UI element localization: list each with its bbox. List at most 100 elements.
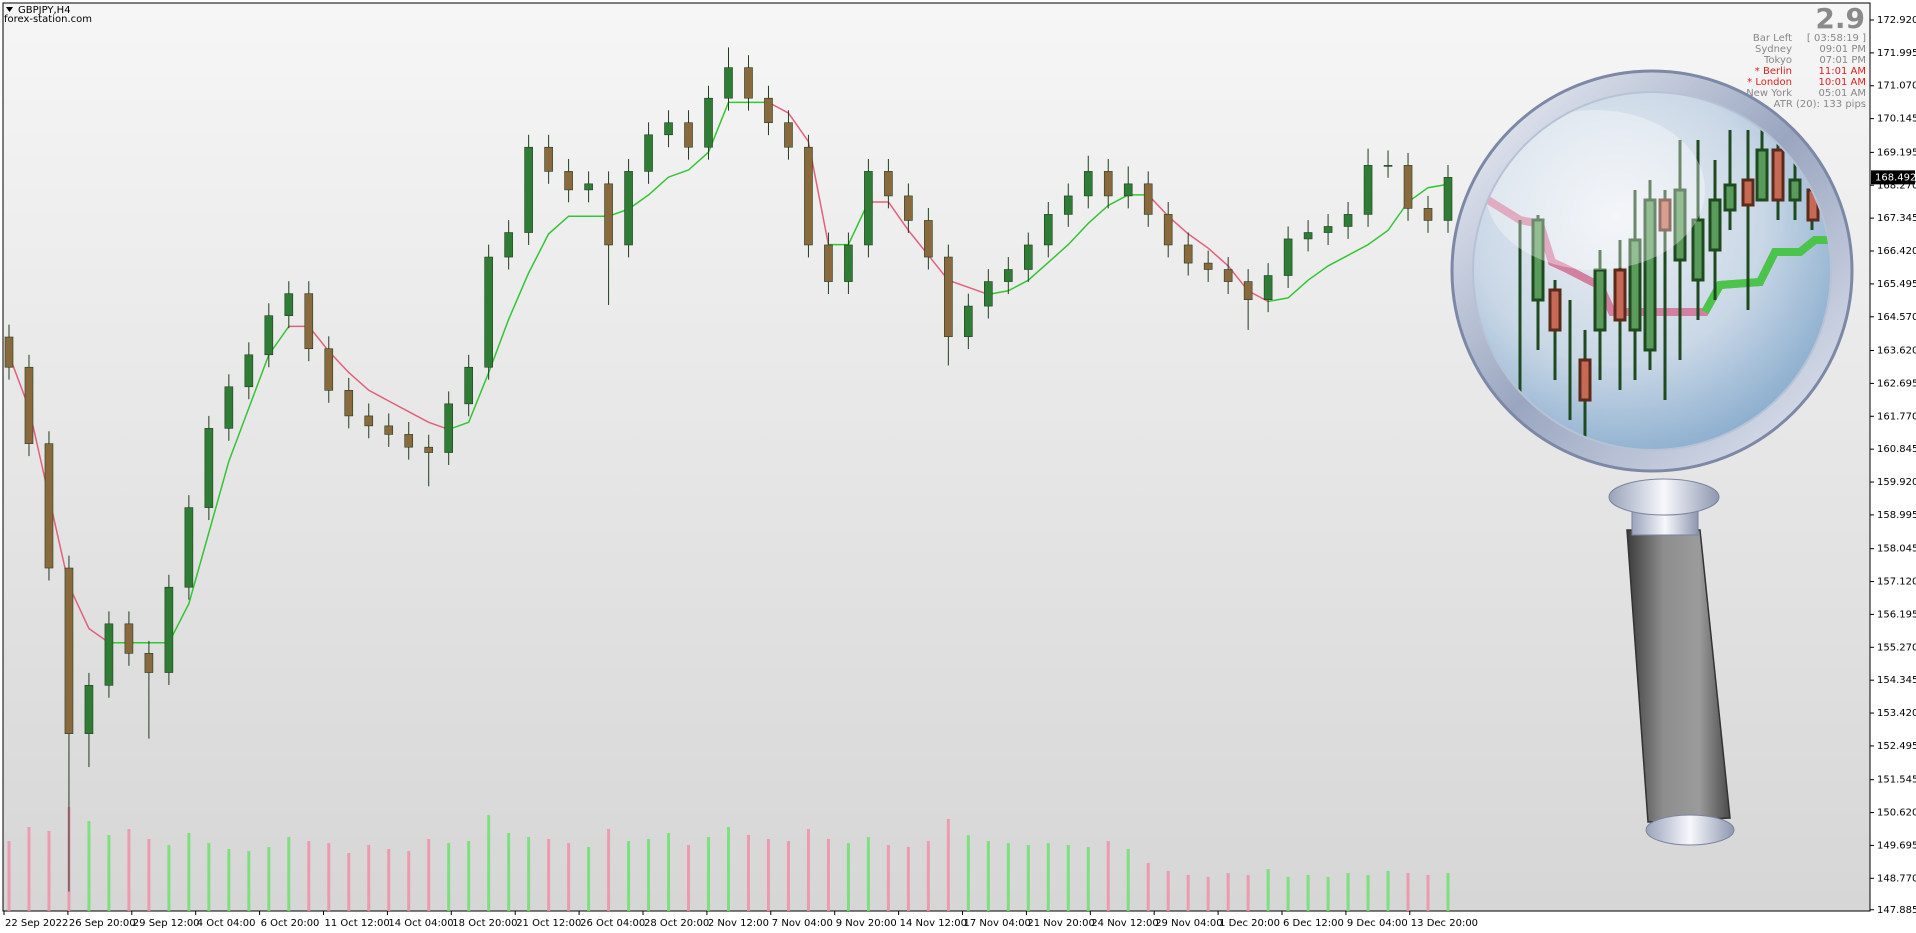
y-tick-label: 152.495 bbox=[1877, 741, 1916, 752]
volume-bar bbox=[1426, 875, 1430, 911]
volume-bar bbox=[207, 843, 211, 911]
volume-bar bbox=[187, 833, 191, 911]
candle-body bbox=[744, 67, 753, 99]
volume-bar bbox=[746, 835, 750, 911]
candle-body bbox=[524, 146, 533, 233]
info-value: [ 03:58:19 ] bbox=[1807, 33, 1866, 44]
y-tick-label: 171.995 bbox=[1877, 48, 1916, 59]
candle-body bbox=[984, 281, 993, 307]
candle-body bbox=[604, 183, 613, 246]
candle-body bbox=[164, 586, 174, 673]
magnifier-cap bbox=[1645, 814, 1735, 846]
candle-body bbox=[784, 122, 793, 148]
candle-body bbox=[1103, 171, 1113, 197]
x-tick-label: 17 Nov 04:00 bbox=[964, 918, 1031, 929]
candle-body bbox=[1023, 244, 1033, 270]
volume-bar bbox=[127, 829, 131, 911]
y-tick-label: 147.885 bbox=[1877, 905, 1916, 916]
volume-bar bbox=[327, 843, 331, 911]
candle-body bbox=[344, 390, 354, 417]
candle-body bbox=[1243, 281, 1253, 300]
current-price: 168.492 bbox=[1875, 172, 1916, 183]
atr: ATR (20): 133 pips bbox=[1774, 99, 1866, 110]
candle-body bbox=[1343, 214, 1353, 227]
candle-body bbox=[1063, 195, 1073, 215]
axis-layer: 172.920 171.995 171.070 170.145 169.195 168.2… bbox=[3, 15, 1916, 929]
magnifier-zoom bbox=[1485, 110, 1830, 440]
volume-bar bbox=[1266, 869, 1270, 911]
candle-body bbox=[1083, 171, 1093, 197]
x-tick-label: 29 Sep 12:00 bbox=[133, 918, 200, 929]
y-tick-label: 156.195 bbox=[1877, 609, 1916, 620]
candle-body bbox=[924, 220, 933, 258]
x-tick-label: 24 Nov 12:00 bbox=[1091, 918, 1158, 929]
volume-bar bbox=[647, 839, 651, 911]
x-tick-label: 6 Dec 12:00 bbox=[1283, 918, 1344, 929]
x-tick-label: 7 Nov 04:00 bbox=[772, 918, 833, 929]
volume-bar bbox=[107, 835, 111, 911]
candle-body bbox=[1323, 226, 1333, 233]
volume-bar bbox=[846, 843, 850, 911]
volume-bar bbox=[467, 841, 471, 911]
candle-body bbox=[84, 685, 94, 734]
x-tick-label: 26 Oct 04:00 bbox=[580, 918, 645, 929]
volume-bar bbox=[47, 831, 51, 911]
candle-body bbox=[44, 443, 54, 569]
y-tick-label: 158.045 bbox=[1877, 544, 1916, 555]
candle-body bbox=[144, 653, 154, 673]
candle-body bbox=[944, 256, 953, 337]
x-tick-label: 14 Oct 04:00 bbox=[388, 918, 453, 929]
x-tick-label: 18 Oct 20:00 bbox=[452, 918, 517, 929]
candle-body bbox=[184, 507, 194, 588]
volume-bar bbox=[766, 839, 770, 911]
info-value: 11:01 AM bbox=[1819, 66, 1866, 77]
x-tick-label: 4 Oct 04:00 bbox=[197, 918, 256, 929]
volume-bar bbox=[826, 839, 830, 911]
volume-bar bbox=[167, 845, 171, 911]
candle-body bbox=[1383, 165, 1393, 167]
info-label: Tokyo bbox=[1763, 55, 1792, 66]
candle-body bbox=[284, 293, 294, 316]
volume-bar bbox=[667, 833, 671, 911]
volume-bar bbox=[966, 835, 970, 911]
volume-bar bbox=[147, 839, 151, 911]
volume-bar bbox=[1026, 845, 1030, 911]
info-value: 07:01 PM bbox=[1819, 55, 1866, 66]
volume-bar bbox=[27, 827, 31, 911]
x-tick-label: 14 Nov 12:00 bbox=[900, 918, 967, 929]
y-tick-label: 154.345 bbox=[1877, 675, 1916, 686]
info-label: * Berlin bbox=[1755, 66, 1792, 77]
volume-bar bbox=[267, 847, 271, 911]
candle-body bbox=[1223, 269, 1233, 282]
candle-body bbox=[444, 403, 453, 453]
volume-bar bbox=[447, 843, 451, 911]
candle-body bbox=[424, 446, 434, 453]
volume-bar bbox=[307, 841, 311, 911]
volume-bar bbox=[806, 829, 810, 911]
volume-bar bbox=[1066, 845, 1070, 911]
candle-body bbox=[404, 434, 414, 448]
candle-body bbox=[844, 244, 853, 282]
candle-body bbox=[204, 428, 214, 508]
y-tick-label: 166.420 bbox=[1877, 246, 1916, 257]
candle-body bbox=[824, 244, 833, 282]
volume-bar bbox=[727, 827, 730, 911]
candle-body bbox=[964, 305, 973, 337]
candle-body bbox=[364, 415, 374, 427]
candle-body bbox=[1203, 262, 1213, 270]
price-label-bg bbox=[1871, 170, 1915, 185]
candle-body bbox=[904, 195, 913, 221]
x-tick-label: 6 Oct 20:00 bbox=[261, 918, 320, 929]
x-tick-label: 11 Oct 12:00 bbox=[325, 918, 390, 929]
y-tick-label: 161.770 bbox=[1877, 411, 1916, 422]
volume-bar bbox=[527, 837, 531, 911]
volume-bar bbox=[1286, 877, 1290, 911]
info-value: 09:01 PM bbox=[1819, 44, 1866, 55]
volume-bar bbox=[627, 841, 631, 911]
candle-body bbox=[244, 354, 254, 388]
candle-body bbox=[544, 146, 553, 172]
y-tick-label: 149.695 bbox=[1877, 840, 1916, 851]
candle-body bbox=[1403, 165, 1413, 209]
